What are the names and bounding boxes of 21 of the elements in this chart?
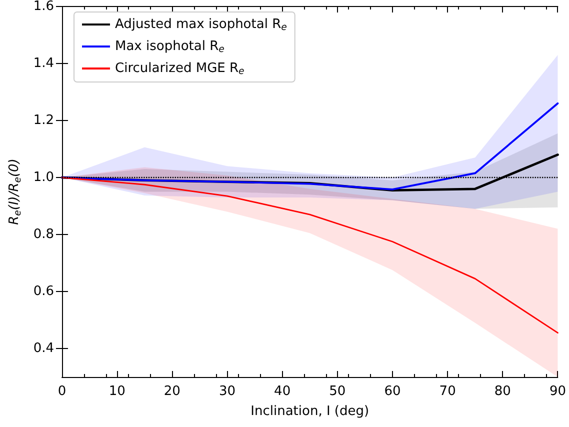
- y-tick-label: 0.4: [33, 341, 54, 356]
- line-series: [61, 176, 558, 334]
- x-tick-label: 90: [549, 384, 566, 399]
- y-tick-label: 0.6: [33, 284, 54, 299]
- x-tick-label: 0: [58, 384, 66, 399]
- x-tick-label: 70: [439, 384, 456, 399]
- y-tick-label: 0.8: [33, 227, 54, 242]
- x-tick-label: 50: [329, 384, 346, 399]
- x-tick-label: 10: [108, 384, 126, 399]
- y-tick-label: 1.4: [33, 56, 54, 71]
- y-tick-label: 1.2: [33, 113, 54, 128]
- x-axis-title: Inclination, I (deg): [250, 404, 370, 419]
- y-axis-title: Re(I)/Re(0): [7, 158, 24, 225]
- x-tick-label: 60: [384, 384, 401, 399]
- y-tick-label: 1.6: [33, 0, 54, 14]
- x-tick-label: 40: [274, 384, 291, 399]
- line-series: [61, 102, 559, 190]
- y-tick-label: 1.0: [33, 170, 54, 185]
- x-tick-label: 20: [164, 384, 180, 399]
- x-tick-label: 80: [494, 384, 511, 399]
- x-tick-label: 30: [218, 384, 236, 399]
